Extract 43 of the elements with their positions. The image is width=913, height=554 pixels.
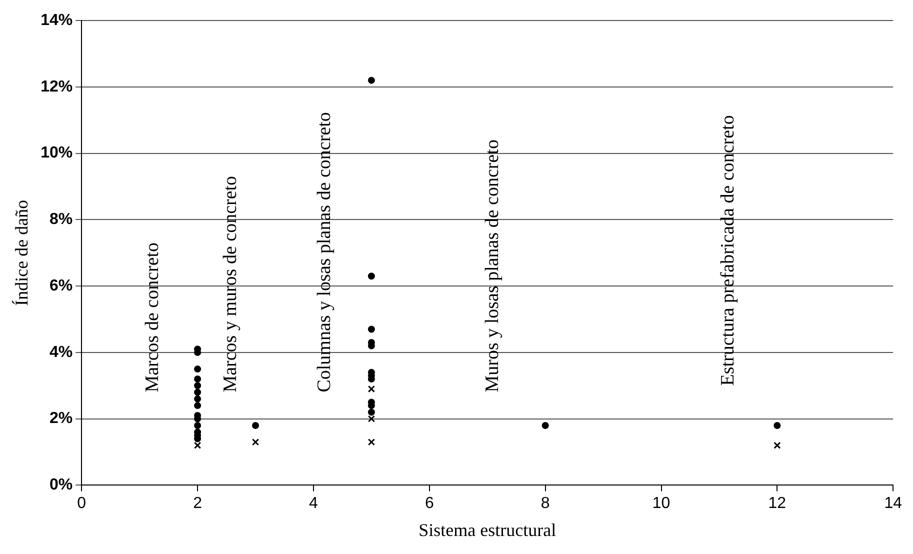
x-tick-label: 4 — [309, 495, 318, 512]
annotation: Marcos de concreto — [142, 242, 164, 392]
annotation: Marcos y muros de concreto — [220, 176, 241, 392]
point — [368, 272, 375, 280]
point — [194, 395, 202, 402]
x-tick-label: 2 — [193, 495, 202, 512]
x-tick-label: 10 — [652, 495, 670, 512]
y-tick-label: 2% — [50, 410, 73, 428]
point — [194, 388, 202, 396]
point — [252, 438, 260, 446]
point — [194, 442, 202, 449]
y-tick-label: 8% — [50, 211, 73, 228]
point — [542, 422, 549, 429]
annotation: Muros y losas planas de concreto — [482, 140, 504, 392]
y-tick-label: 6% — [50, 277, 73, 294]
x-tick-label: 12 — [768, 495, 786, 512]
x-tick-label: 8 — [540, 495, 550, 512]
y-tick-label: 10% — [40, 144, 73, 162]
x-tick-label: 0 — [77, 495, 86, 512]
point — [368, 438, 376, 446]
point — [774, 442, 781, 449]
point — [368, 76, 375, 84]
point — [368, 408, 375, 416]
point — [368, 415, 376, 422]
y-tick-label: 0% — [50, 476, 73, 494]
annotation: Estructura prefabricada de concreto — [717, 115, 738, 386]
x-tick-label: 14 — [884, 495, 902, 512]
point — [368, 326, 375, 333]
y-tick-label: 12% — [40, 78, 73, 96]
x-tick-label: 6 — [424, 495, 434, 512]
point — [194, 422, 202, 429]
x-axis-title: Sistema estructural — [418, 520, 556, 540]
point — [194, 366, 202, 373]
point — [194, 382, 202, 390]
point — [368, 385, 376, 393]
y-axis-title: Índice de daño — [12, 200, 32, 306]
point — [194, 402, 202, 410]
point — [194, 376, 202, 383]
y-tick-label: 14% — [40, 12, 73, 30]
annotation: Columnas y losas planas de concreto — [314, 112, 336, 392]
point — [774, 422, 781, 429]
point — [252, 422, 260, 429]
y-tick-label: 4% — [50, 344, 73, 361]
